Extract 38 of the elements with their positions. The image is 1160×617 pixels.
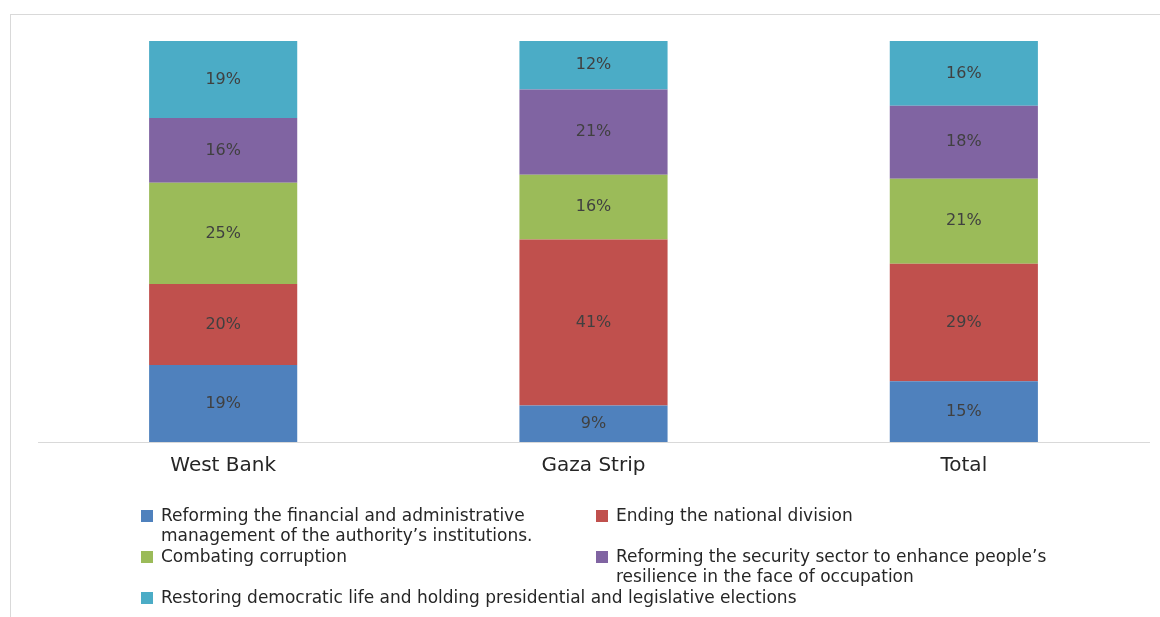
bar [889, 381, 1038, 442]
data-label: 29% [946, 311, 982, 331]
data-label: 9% [580, 412, 607, 432]
legend-label: Combating corruption [161, 546, 347, 566]
data-label: 16% [575, 196, 612, 216]
data-label: 21% [575, 121, 612, 141]
bar [519, 174, 668, 240]
bar [519, 239, 668, 406]
bar [889, 263, 1038, 382]
bar [149, 182, 298, 285]
bar [519, 89, 668, 175]
data-label: 16% [946, 62, 982, 82]
data-label: 12% [575, 54, 612, 74]
x-tick-label: West Bank [170, 452, 277, 477]
bar [149, 117, 298, 183]
data-label: 15% [946, 400, 982, 420]
bar [519, 405, 668, 442]
bar [149, 365, 298, 442]
data-label: 25% [205, 222, 241, 242]
legend-label: Ending the national division [616, 505, 853, 525]
data-label: 41% [575, 311, 612, 331]
bar [889, 105, 1038, 179]
bar [149, 41, 298, 118]
bar [889, 178, 1038, 264]
data-label: 21% [946, 210, 982, 230]
x-tick-label: Total [939, 452, 988, 477]
data-label: 16% [205, 139, 241, 159]
data-label: 20% [205, 313, 241, 333]
legend-label: Reforming the security sector to enhance people’s resilience in the face of occupation [616, 546, 1048, 586]
data-label: 18% [946, 131, 982, 151]
bar [519, 41, 668, 90]
legend-label: Restoring democratic life and holding presidential and legislative elections [161, 587, 797, 607]
bar [149, 284, 298, 366]
data-label: 19% [205, 68, 241, 88]
data-label: 19% [205, 392, 241, 412]
x-tick-label: Gaza Strip [541, 452, 646, 477]
bar [889, 41, 1038, 106]
legend-label: Reforming the financial and administrative management of the authority’s institutions. [161, 505, 534, 545]
